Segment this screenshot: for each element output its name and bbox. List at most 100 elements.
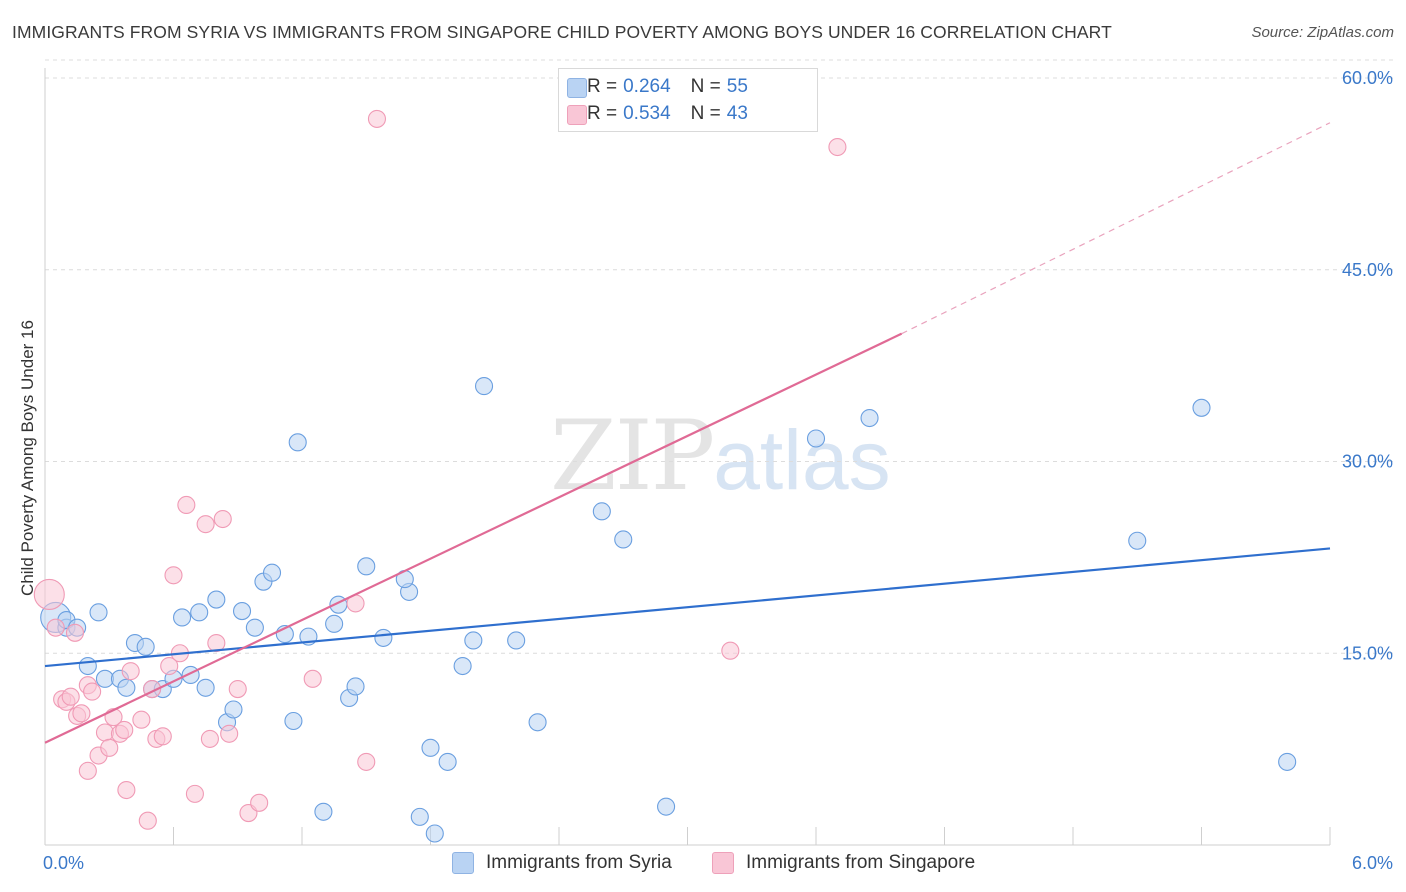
syria-point xyxy=(284,711,303,731)
singapore-point xyxy=(196,515,215,534)
syria-point xyxy=(78,656,97,676)
legend-row-singapore: R = 0.534 N = 43 xyxy=(567,102,748,126)
source-label: Source: ZipAtlas.com xyxy=(1251,24,1394,41)
x-tick-label: 0.0% xyxy=(43,853,84,873)
singapore-point xyxy=(164,566,183,585)
syria-point xyxy=(528,713,547,732)
singapore-point xyxy=(200,729,219,748)
singapore-point xyxy=(46,618,65,637)
y-axis-label: Child Poverty Among Boys Under 16 xyxy=(18,320,37,596)
syria-point xyxy=(357,557,376,576)
y-tick-label: 45.0% xyxy=(1342,260,1393,280)
watermark-zip: ZIP xyxy=(550,400,715,512)
singapore-point xyxy=(115,720,134,740)
singapore-point xyxy=(228,679,247,699)
singapore-trendline xyxy=(44,332,903,744)
syria-point xyxy=(1128,531,1147,550)
syria-point xyxy=(438,752,457,771)
singapore-point xyxy=(220,724,239,743)
syria-point xyxy=(207,590,226,609)
syria-point xyxy=(136,637,155,656)
legend-r-value: 0.534 xyxy=(623,103,671,124)
singapore-point xyxy=(207,633,226,653)
syria-trendline xyxy=(44,547,1331,668)
bottom-legend-label-singapore: Immigrants from Singapore xyxy=(746,852,976,873)
syria-point xyxy=(657,797,676,816)
stats-legend: R = 0.264 N = 55 R = 0.534 N = 43 xyxy=(558,68,818,132)
syria-point xyxy=(860,408,879,428)
syria-point xyxy=(262,563,282,582)
syria-point xyxy=(346,677,365,696)
singapore-point xyxy=(121,662,140,681)
singapore-point xyxy=(303,669,322,688)
singapore-point xyxy=(250,793,269,812)
singapore-point xyxy=(357,752,376,771)
legend-r-value: 0.264 xyxy=(623,76,671,97)
syria-point xyxy=(614,530,633,549)
syria-point xyxy=(196,678,215,697)
syria-point xyxy=(232,602,252,621)
singapore-point xyxy=(828,137,847,157)
bottom-legend-label-syria: Immigrants from Syria xyxy=(486,852,672,873)
bottom-legend-syria: Immigrants from Syria xyxy=(452,852,672,874)
singapore-point xyxy=(138,811,157,830)
syria-point xyxy=(592,502,611,521)
syria-point xyxy=(173,608,192,627)
singapore-point xyxy=(72,704,91,723)
chart-title: IMMIGRANTS FROM SYRIA VS IMMIGRANTS FROM… xyxy=(12,22,1112,42)
y-tick-label: 30.0% xyxy=(1342,452,1393,472)
syria-point xyxy=(190,603,209,622)
legend-row-syria: R = 0.264 N = 55 xyxy=(567,75,748,99)
syria-point xyxy=(453,656,472,676)
syria-point xyxy=(474,377,494,396)
syria-point xyxy=(288,433,307,452)
syria-point xyxy=(421,738,440,757)
y-tick-label: 15.0% xyxy=(1342,643,1393,663)
syria-point xyxy=(89,603,108,622)
singapore-point xyxy=(65,623,85,642)
singapore-point xyxy=(367,109,387,128)
legend-swatch-syria xyxy=(567,78,587,98)
syria-point xyxy=(245,618,264,637)
x-tick-label: 6.0% xyxy=(1352,853,1393,873)
watermark: ZIPatlas xyxy=(550,400,891,512)
singapore-point xyxy=(132,710,151,729)
legend-swatch-singapore xyxy=(567,105,587,125)
bottom-legend-singapore: Immigrants from Singapore xyxy=(712,852,975,874)
singapore-point xyxy=(100,738,119,757)
legend-n-value: 55 xyxy=(726,76,748,97)
singapore-point xyxy=(83,682,102,701)
singapore-point xyxy=(117,780,136,800)
singapore-point xyxy=(153,727,172,746)
syria-point xyxy=(806,429,826,448)
legend-r-label: R = xyxy=(587,76,618,97)
singapore-point xyxy=(185,784,204,803)
legend-n-label: N = xyxy=(690,103,721,124)
singapore-point xyxy=(95,723,115,742)
syria-point xyxy=(410,807,429,826)
syria-point xyxy=(325,614,344,633)
syria-point xyxy=(314,802,333,821)
y-tick-label: 60.0% xyxy=(1342,68,1393,88)
singapore-trendline-extension xyxy=(901,122,1331,335)
singapore-point xyxy=(78,761,97,780)
syria-point xyxy=(507,631,526,650)
singapore-point xyxy=(33,578,65,610)
singapore-point xyxy=(160,656,179,676)
singapore-point xyxy=(213,509,232,529)
syria-point xyxy=(1192,398,1211,417)
bottom-legend-swatch-syria xyxy=(452,852,474,874)
syria-point xyxy=(1278,752,1297,771)
singapore-point xyxy=(721,641,740,660)
legend-n-value: 43 xyxy=(726,103,748,124)
legend-r-label: R = xyxy=(587,103,618,124)
singapore-point xyxy=(177,495,196,515)
syria-point xyxy=(224,700,243,719)
legend-n-label: N = xyxy=(690,76,721,97)
syria-point xyxy=(464,631,483,650)
singapore-point xyxy=(61,687,80,706)
syria-point xyxy=(374,628,393,647)
watermark-atlas: atlas xyxy=(713,413,891,507)
bottom-legend-swatch-singapore xyxy=(712,852,734,874)
